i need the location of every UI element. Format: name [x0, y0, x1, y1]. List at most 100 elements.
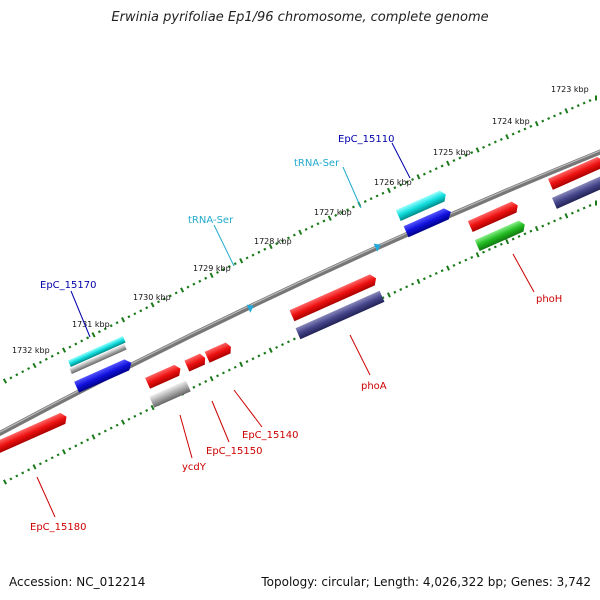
tick-mark — [221, 268, 225, 271]
tick-mark — [74, 342, 78, 346]
gene-red-top-right[interactable] — [547, 155, 600, 190]
trna-ser-2-marker[interactable] — [373, 241, 383, 252]
tick-mark — [62, 347, 67, 353]
tick-mark — [3, 479, 7, 485]
tick-mark — [204, 380, 208, 383]
tick-mark — [103, 429, 107, 433]
tick-mark — [434, 167, 438, 171]
tick-mark — [245, 360, 249, 364]
gene-red-EpC_15140[interactable] — [204, 341, 234, 363]
gene-navy-top-right[interactable] — [551, 174, 600, 209]
label-EpC_15150[interactable]: EpC_15150 — [206, 446, 262, 457]
tick-mark — [346, 208, 350, 212]
gene-cyan-EpC_15110[interactable] — [395, 189, 448, 222]
tick-mark — [97, 432, 101, 436]
kbp-label-1731: 1731 kbp — [72, 320, 110, 329]
label-EpC_15140[interactable]: EpC_15140 — [242, 430, 298, 441]
gene-red-EpC_15150[interactable] — [184, 352, 207, 372]
tick-mark — [452, 263, 456, 267]
tick-mark — [44, 357, 48, 361]
trna-ser-1-marker[interactable] — [246, 302, 256, 313]
tick-mark — [422, 172, 426, 176]
leader-EpC_15140 — [233, 389, 263, 428]
tick-mark — [150, 302, 155, 308]
label-tRNA-Ser-2[interactable]: tRNA-Ser — [294, 158, 340, 169]
label-phoA[interactable]: phoA — [361, 381, 387, 392]
tick-mark — [227, 265, 231, 269]
gene-grey-EpC_15170-pair[interactable] — [69, 344, 127, 374]
tick-mark — [74, 444, 78, 448]
label-EpC_15180[interactable]: EpC_15180 — [30, 522, 86, 533]
leader-ycdY — [179, 414, 193, 459]
tick-mark — [570, 211, 574, 215]
tick-mark — [216, 374, 220, 378]
tick-mark — [340, 211, 344, 215]
tick-mark — [482, 145, 486, 149]
tick-mark — [198, 382, 202, 386]
gene-features — [0, 155, 600, 455]
tick-mark — [80, 339, 84, 343]
gene-blue-EpC_15170-lower[interactable] — [74, 357, 134, 393]
tick-mark — [470, 255, 474, 259]
tick-mark — [86, 336, 90, 340]
tick-mark — [440, 269, 444, 273]
tick-mark — [133, 312, 137, 316]
tick-mark — [564, 108, 569, 114]
tick-mark — [511, 132, 515, 136]
tick-mark — [180, 287, 185, 293]
tick-mark — [547, 222, 551, 225]
tick-mark — [322, 219, 326, 223]
gene-blue-EpC_15110-pair[interactable] — [403, 206, 454, 238]
leader-tRNA-Ser-2 — [342, 166, 362, 209]
leader-EpC_15170 — [70, 290, 91, 338]
kbp-label-1725: 1725 kbp — [433, 148, 471, 157]
tick-mark — [216, 270, 219, 274]
tick-mark — [482, 250, 486, 254]
gene-grey-ycdY[interactable] — [149, 380, 191, 408]
leader-phoA — [349, 334, 371, 376]
gene-green-phoH[interactable] — [474, 219, 527, 252]
kbp-label-1728: 1728 kbp — [254, 237, 292, 246]
kbp-labels: 1723 kbp 1724 kbp 1725 kbp 1726 kbp 1727… — [12, 85, 589, 355]
gene-cyan-EpC_15170[interactable] — [67, 336, 126, 367]
gene-red-ycdY-neighbor[interactable] — [145, 363, 183, 389]
label-ycdY[interactable]: ycdY — [182, 462, 207, 473]
tick-mark — [517, 234, 521, 238]
label-tRNA-Ser-1[interactable]: tRNA-Ser — [188, 215, 234, 226]
tick-mark — [493, 245, 497, 249]
tick-mark — [204, 276, 208, 280]
gene-labels: EpC_15110 tRNA-Ser tRNA-Ser EpC_15170 ph… — [30, 134, 562, 533]
tick-mark — [56, 453, 60, 457]
tick-mark — [68, 447, 72, 451]
tick-mark — [428, 274, 432, 278]
label-EpC_15170[interactable]: EpC_15170 — [40, 280, 96, 291]
leader-EpC_15150 — [211, 400, 230, 443]
tick-mark — [499, 137, 503, 141]
tick-mark — [209, 375, 214, 382]
inner-tick-track — [3, 200, 597, 485]
tick-mark — [257, 250, 261, 254]
gene-red-phoH-neighbor[interactable] — [467, 200, 520, 233]
gene-red-EpC_15180[interactable] — [0, 411, 69, 455]
tick-mark — [97, 330, 101, 334]
tick-mark — [529, 124, 533, 128]
tick-mark — [399, 183, 403, 187]
tick-mark — [416, 174, 421, 180]
gene-navy-phoA[interactable] — [295, 290, 385, 340]
leader-EpC_15110 — [391, 142, 411, 179]
tick-mark — [145, 306, 149, 310]
tick-mark — [475, 147, 480, 153]
tick-mark — [32, 464, 37, 470]
tick-mark — [523, 127, 527, 131]
gene-red-phoA-upper[interactable] — [289, 273, 379, 322]
tick-mark — [440, 164, 444, 168]
label-EpC_15110[interactable]: EpC_15110 — [338, 134, 394, 145]
tick-mark — [286, 340, 290, 344]
tick-mark — [493, 140, 497, 144]
accession-text: Accession: NC_012214 — [9, 575, 146, 589]
tick-mark — [553, 219, 557, 223]
leader-tRNA-Ser-1 — [213, 224, 235, 267]
tick-mark — [411, 282, 415, 286]
tick-mark — [505, 238, 510, 245]
label-phoH[interactable]: phoH — [536, 294, 562, 305]
